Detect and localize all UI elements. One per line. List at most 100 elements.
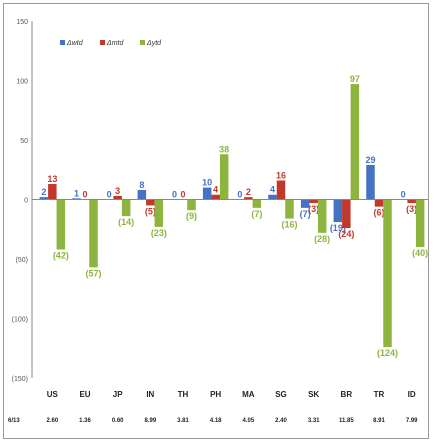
row-value: 3.31: [308, 418, 320, 424]
x-tick-label: TR: [374, 390, 385, 399]
data-label: (7): [251, 209, 262, 219]
row-value: 2.60: [46, 418, 58, 424]
x-tick-label: US: [47, 390, 59, 399]
bar: [366, 164, 375, 200]
legend-swatch: [140, 40, 145, 45]
data-label: 4: [213, 185, 218, 195]
data-label: 0: [237, 190, 242, 200]
y-tick-label: 0: [24, 198, 28, 205]
y-tick-label: (150): [12, 376, 28, 383]
data-label: 97: [350, 74, 360, 84]
x-tick-label: MA: [242, 390, 255, 399]
data-label: 0: [107, 190, 112, 200]
bar: [202, 187, 212, 200]
data-label: 0: [401, 190, 406, 200]
x-tick-label: ID: [408, 390, 416, 399]
row-value: 11.85: [339, 418, 354, 424]
data-label: 2: [41, 187, 46, 197]
row-value: 0.60: [112, 418, 124, 424]
bar: [342, 199, 351, 229]
data-label: (24): [338, 229, 354, 239]
data-label: 16: [276, 170, 286, 180]
bar: [137, 189, 147, 200]
bar: [48, 184, 57, 200]
bar: [285, 199, 294, 219]
legend-swatch: [100, 40, 105, 45]
x-tick-label: JP: [113, 390, 123, 399]
data-label: (14): [118, 217, 134, 227]
legend-entry: Δwtd: [66, 40, 84, 47]
row-label: 6/13: [8, 418, 20, 424]
data-label: 0: [82, 190, 87, 200]
data-label: (42): [53, 250, 69, 260]
data-label: (28): [314, 234, 330, 244]
bar: [383, 199, 392, 348]
data-label: 10: [202, 178, 212, 188]
y-tick-label: 100: [16, 79, 28, 86]
data-label: (3): [308, 204, 319, 214]
bar: [333, 199, 343, 223]
chart-frame: 150 100 50 0 (50) (100) (150) 2 13 (42) US 2.60 1 0 (5…: [3, 3, 429, 439]
bar: [317, 199, 327, 233]
bar: [56, 199, 66, 250]
data-label: 13: [47, 174, 57, 184]
row-value: 3.81: [177, 418, 189, 424]
bar: [350, 84, 360, 200]
data-label: (57): [85, 268, 101, 278]
row-value: 4.18: [210, 418, 222, 424]
legend-swatch: [60, 40, 65, 45]
bar: [268, 194, 277, 200]
y-tick-label: (100): [12, 317, 28, 324]
data-label: (40): [412, 248, 428, 258]
bar: [113, 195, 122, 200]
bar: [252, 199, 262, 208]
bar: [309, 199, 318, 204]
row-value: 8.91: [373, 418, 385, 424]
bar: [276, 180, 286, 200]
row-value: 2.40: [275, 418, 287, 424]
data-label: 3: [115, 186, 120, 196]
data-label: (5): [145, 206, 156, 216]
bar: [407, 199, 416, 204]
x-tick-label: EU: [79, 390, 90, 399]
data-label: 8: [139, 180, 144, 190]
data-label: (19): [330, 223, 346, 233]
bar: [121, 199, 131, 217]
bar: [146, 199, 155, 206]
bar: [154, 199, 164, 227]
data-label: (3): [406, 204, 417, 214]
data-label: 38: [219, 144, 229, 154]
bar: [72, 198, 81, 200]
data-label: 0: [180, 190, 185, 200]
data-label: 2: [246, 187, 251, 197]
x-tick-label: PH: [210, 390, 221, 399]
y-tick-label: 150: [16, 19, 28, 26]
data-label: 1: [74, 188, 79, 198]
bar: [374, 199, 384, 207]
data-label: 29: [365, 155, 375, 165]
row-value: 1.36: [79, 418, 91, 424]
legend-entry: Δmtd: [106, 40, 124, 47]
bar: [89, 199, 98, 268]
row-value: 8.99: [144, 418, 156, 424]
data-label: 0: [172, 190, 177, 200]
data-label: (124): [377, 348, 398, 358]
legend-entry: Δytd: [146, 40, 162, 47]
bar: [415, 199, 425, 248]
y-tick-label: (50): [16, 257, 28, 264]
x-tick-label: SK: [308, 390, 319, 399]
data-label: (9): [186, 211, 197, 221]
bar: [211, 194, 220, 200]
x-tick-label: SG: [275, 390, 287, 399]
data-label: (6): [374, 208, 385, 218]
data-label: 4: [270, 185, 275, 195]
bar: [39, 197, 49, 200]
bar: [219, 154, 229, 200]
row-value: 4.05: [242, 418, 254, 424]
bar: [300, 199, 310, 208]
bar: [187, 199, 196, 211]
x-tick-label: BR: [341, 390, 353, 399]
x-tick-label: TH: [178, 390, 189, 399]
x-tick-label: IN: [146, 390, 154, 399]
